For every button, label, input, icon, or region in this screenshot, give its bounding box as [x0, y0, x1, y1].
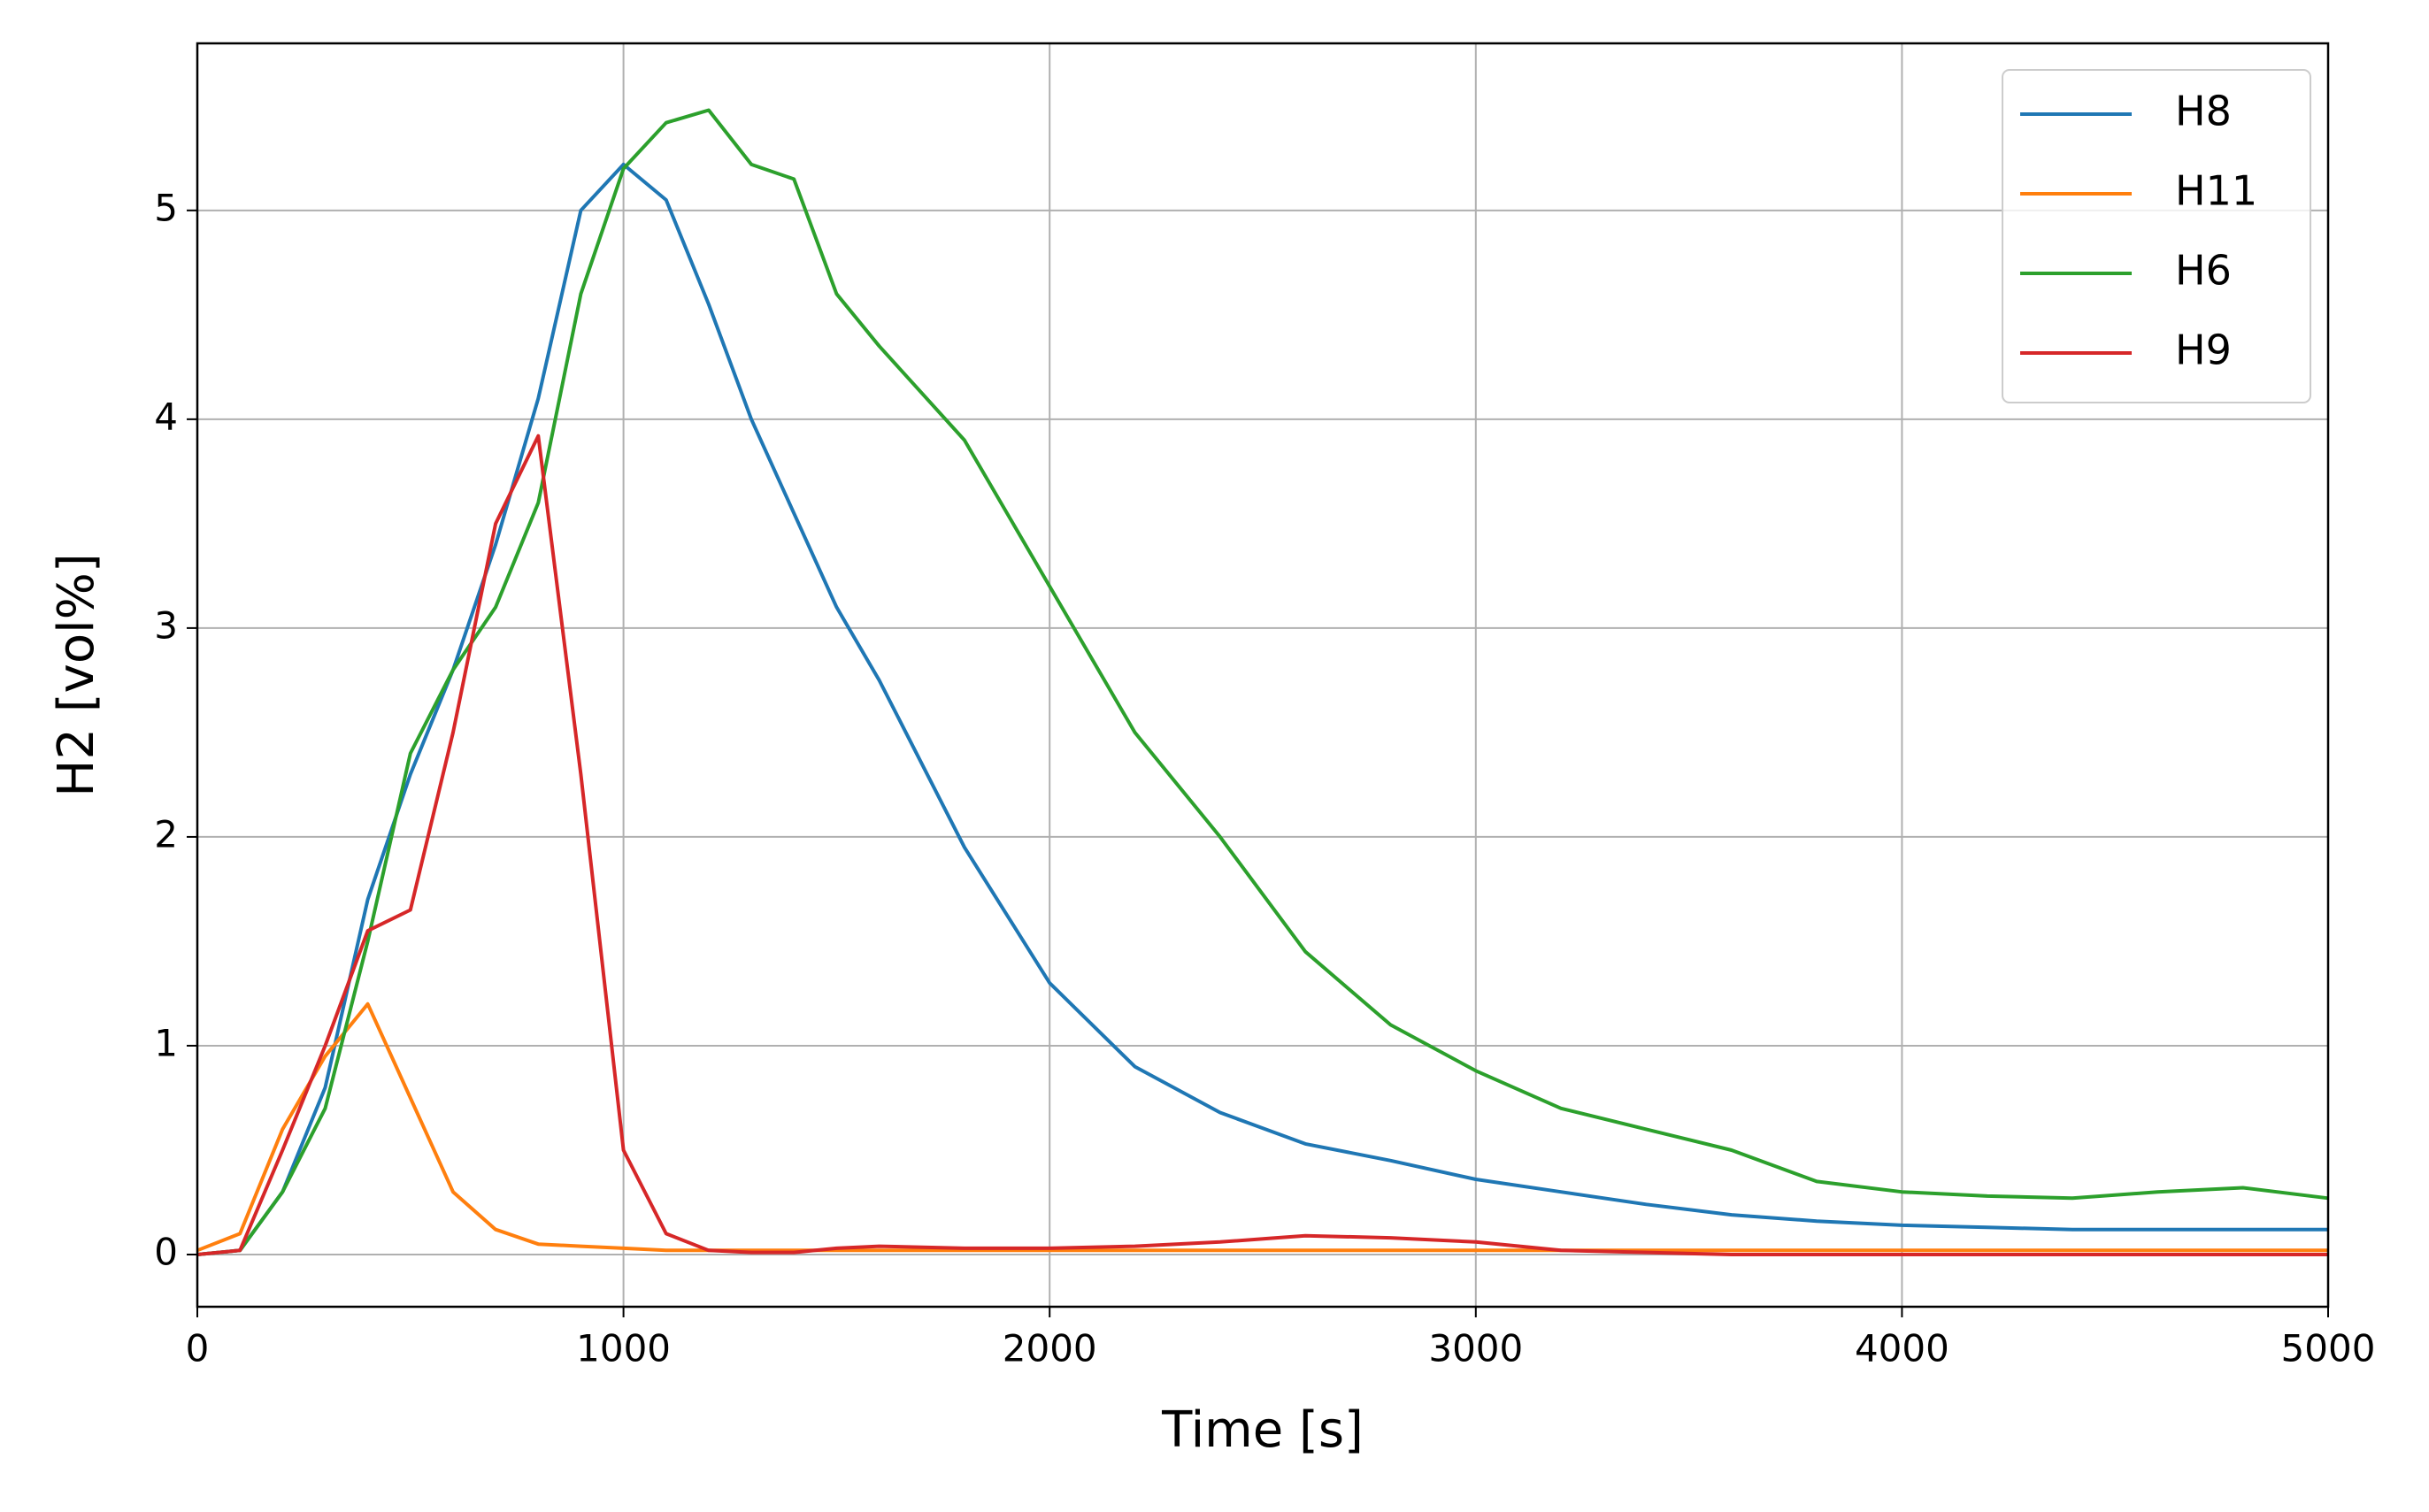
x-tick-label: 0 [186, 1327, 210, 1370]
x-tick-label: 5000 [2281, 1327, 2376, 1370]
y-tick-label: 5 [154, 186, 178, 229]
legend-label: H8 [2175, 88, 2232, 135]
data-line [196, 1002, 2328, 1253]
y-axis-label: H2 [vol%] [48, 553, 105, 796]
plot-frame [196, 42, 2330, 1309]
data-line [196, 434, 2328, 1256]
x-tick-label: 3000 [1428, 1327, 1523, 1370]
legend-label: H6 [2175, 247, 2232, 295]
x-tick-label: 2000 [1003, 1327, 1097, 1370]
x-axis-label: Time [s] [1161, 1401, 1364, 1459]
x-tick-label: 4000 [1855, 1327, 1949, 1370]
legend-label: H9 [2175, 326, 2232, 374]
y-tick-label: 0 [154, 1230, 178, 1273]
y-tick-label: 1 [154, 1021, 178, 1064]
y-tick-label: 2 [154, 812, 178, 856]
y-tick-label: 3 [154, 603, 178, 647]
y-tick-label: 4 [154, 395, 178, 438]
data-line [196, 108, 2329, 1256]
data-line [196, 162, 2328, 1256]
x-tick-label: 1000 [576, 1327, 671, 1370]
legend-label: H11 [2175, 167, 2257, 215]
legend-box [2002, 69, 2311, 403]
